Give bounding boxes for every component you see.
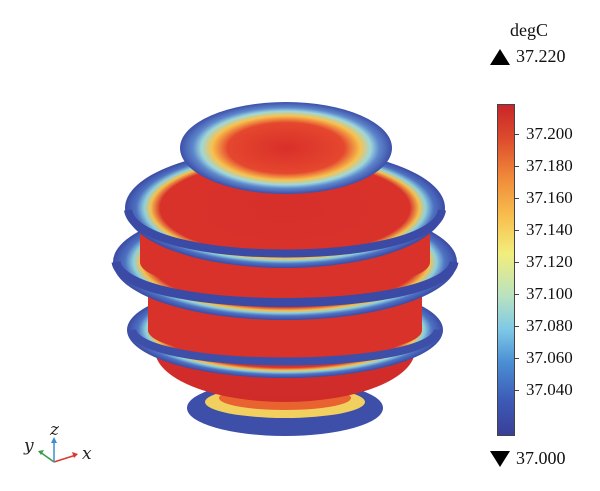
- colorbar-max: 37.220: [490, 46, 566, 67]
- colorbar-tick: [514, 134, 519, 135]
- x-axis-arrow: [53, 454, 77, 463]
- z-axis-label: z: [50, 420, 59, 440]
- max-triangle-icon: [490, 48, 510, 65]
- z-arrowhead: [51, 437, 57, 443]
- colorbar-tick: [514, 166, 519, 167]
- colorbar-tick-label: 37.060: [526, 348, 573, 367]
- y-arrowhead: [38, 450, 44, 455]
- colorbar-tick-label: 37.180: [526, 156, 573, 175]
- colorbar-tick: [514, 390, 519, 391]
- y-axis-label: y: [24, 436, 34, 456]
- colorbar-tick: [514, 198, 519, 199]
- colorbar-tick-label: 37.200: [526, 124, 573, 143]
- colorbar-tick-label: 37.160: [526, 188, 573, 207]
- min-triangle-icon: [490, 450, 510, 467]
- slice-3-band: [111, 260, 459, 307]
- colorbar-tick-label: 37.120: [526, 252, 573, 271]
- colorbar-tick: [514, 294, 519, 295]
- top-slice: [180, 102, 392, 194]
- slice-4-band: [128, 328, 442, 366]
- colorbar-tick-label: 37.080: [526, 316, 573, 335]
- slice-2-band: [124, 208, 446, 258]
- colorbar-tick-label: 37.140: [526, 220, 573, 239]
- axis-triad: [38, 437, 78, 463]
- colorbar-tick-label: 37.040: [526, 380, 573, 399]
- colorbar-max-label: 37.220: [516, 46, 566, 66]
- colorbar-tick: [514, 326, 519, 327]
- colorbar-tick: [514, 262, 519, 263]
- colorbar-tick: [514, 230, 519, 231]
- x-arrowhead: [72, 452, 78, 458]
- colorbar: [497, 104, 515, 436]
- x-axis-label: x: [82, 444, 92, 464]
- colorbar-unit: degC: [510, 20, 548, 40]
- y-axis-arrow: [39, 451, 55, 463]
- colorbar-min: 37.000: [490, 448, 566, 469]
- colorbar-tick: [514, 358, 519, 359]
- colorbar-tick-label: 37.100: [526, 284, 573, 303]
- colorbar-min-label: 37.000: [516, 448, 566, 468]
